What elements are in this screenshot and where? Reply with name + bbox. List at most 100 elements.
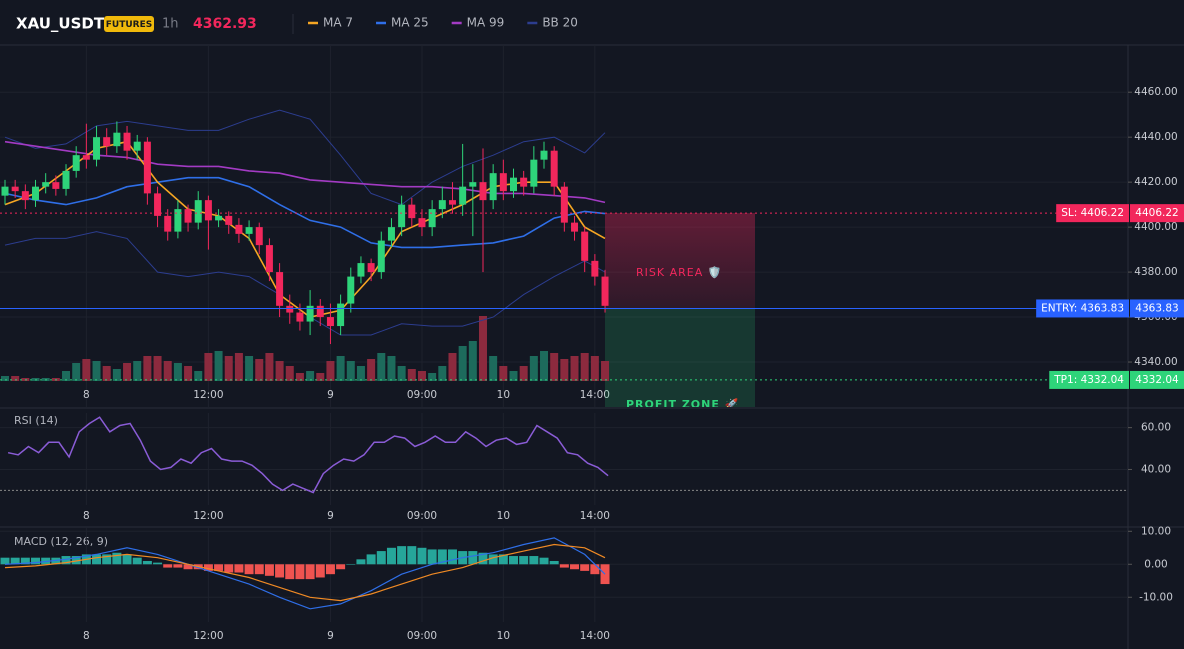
- volume-bar: [143, 356, 152, 381]
- volume-bar: [92, 361, 101, 381]
- candle-body: [215, 215, 223, 221]
- histogram-bar: [417, 547, 427, 565]
- histogram-bar: [224, 564, 234, 573]
- histogram-bar: [315, 564, 325, 578]
- zone-label: RISK AREA 🛡️: [636, 266, 722, 279]
- candle-body: [530, 159, 538, 187]
- volume-bar: [112, 369, 121, 381]
- histogram-bar: [92, 554, 102, 565]
- x-tick-label: 8: [83, 630, 90, 642]
- volume-bar: [204, 353, 213, 381]
- x-tick-label: 12:00: [193, 510, 223, 522]
- volume-bar: [184, 366, 193, 381]
- candle-body: [154, 193, 162, 216]
- volume-bar: [519, 366, 528, 381]
- candle-body: [438, 200, 446, 210]
- signal-line: [4, 543, 606, 602]
- volume-bar: [356, 366, 365, 381]
- volume-bar: [336, 356, 345, 381]
- candle-body: [459, 186, 467, 205]
- candle-body: [225, 215, 233, 225]
- volume-bar: [82, 359, 91, 381]
- histogram-bar: [163, 564, 173, 568]
- volume-bar: [62, 371, 71, 381]
- candle-body: [479, 182, 487, 201]
- volume-bar: [11, 376, 20, 381]
- volume-bar: [1, 376, 9, 381]
- histogram-bar: [0, 557, 10, 565]
- y-tick-label: -10.00: [1139, 591, 1173, 603]
- legend-label: BB 20: [542, 16, 578, 30]
- histogram-bar: [214, 564, 224, 571]
- candle-body: [1, 186, 9, 196]
- y-tick-label: 40.00: [1141, 463, 1171, 475]
- volume-bar: [234, 353, 243, 381]
- candle-body: [398, 204, 406, 228]
- histogram-bar: [112, 552, 122, 565]
- histogram-bar: [498, 554, 508, 565]
- x-tick-label: 10: [497, 630, 510, 642]
- histogram-bar: [437, 549, 447, 565]
- candle-body: [377, 240, 385, 273]
- histogram-bar: [478, 552, 488, 565]
- histogram-bar: [356, 559, 366, 565]
- volume-bar: [478, 316, 487, 381]
- volume-bar: [509, 371, 518, 381]
- x-tick-label: 9: [327, 510, 334, 522]
- candle-body: [520, 177, 528, 187]
- candle-body: [286, 305, 294, 313]
- symbol: XAU_USDT: [16, 15, 105, 33]
- candle-body: [103, 137, 111, 147]
- price-tag: 4406.22: [1135, 207, 1178, 219]
- candle-body: [235, 224, 243, 234]
- volume-bar: [285, 366, 294, 381]
- candle-body: [113, 132, 121, 147]
- histogram-bar: [71, 556, 81, 565]
- x-tick-label: 9: [327, 630, 334, 642]
- volume-bar: [326, 361, 335, 381]
- candle-body: [32, 186, 40, 201]
- histogram-bar: [366, 554, 376, 565]
- candle-body: [499, 173, 507, 192]
- candle-body: [143, 141, 151, 194]
- x-tick-label: 8: [83, 389, 90, 401]
- candle-body: [52, 182, 60, 189]
- volume-bar: [265, 353, 274, 381]
- volume-bar: [397, 366, 406, 381]
- y-tick-label: 4440.00: [1134, 131, 1177, 143]
- candle-body: [21, 191, 29, 201]
- y-tick-label: 4400.00: [1134, 221, 1177, 233]
- volume-bar: [458, 346, 467, 381]
- volume-bar: [153, 356, 162, 381]
- candle-body: [11, 186, 19, 192]
- x-tick-label: 12:00: [193, 630, 223, 642]
- volume-bar: [529, 356, 538, 381]
- interval[interactable]: 1h: [162, 17, 179, 32]
- panel-title: RSI (14): [14, 414, 58, 427]
- candle-body: [418, 218, 426, 228]
- volume-bar: [570, 356, 579, 381]
- volume-bar: [407, 369, 416, 381]
- macd-line: [4, 537, 606, 610]
- histogram-bar: [447, 549, 457, 565]
- x-tick-label: 8: [83, 510, 90, 522]
- x-tick-label: 09:00: [407, 630, 437, 642]
- candle-body: [123, 132, 131, 151]
- candle-body: [581, 231, 589, 261]
- histogram-bar: [600, 564, 610, 585]
- histogram-bar: [244, 564, 254, 575]
- x-tick-label: 10: [497, 389, 510, 401]
- x-tick-label: 12:00: [193, 389, 223, 401]
- y-tick-label: 60.00: [1141, 422, 1171, 434]
- histogram-bar: [559, 564, 569, 568]
- volume-bar: [275, 361, 284, 381]
- histogram-bar: [122, 554, 132, 565]
- x-tick-label: 10: [497, 510, 510, 522]
- histogram-bar: [10, 557, 20, 565]
- candle-body: [367, 263, 375, 273]
- volume-bar: [163, 361, 172, 381]
- histogram-bar: [549, 560, 559, 565]
- volume-bar: [438, 366, 447, 381]
